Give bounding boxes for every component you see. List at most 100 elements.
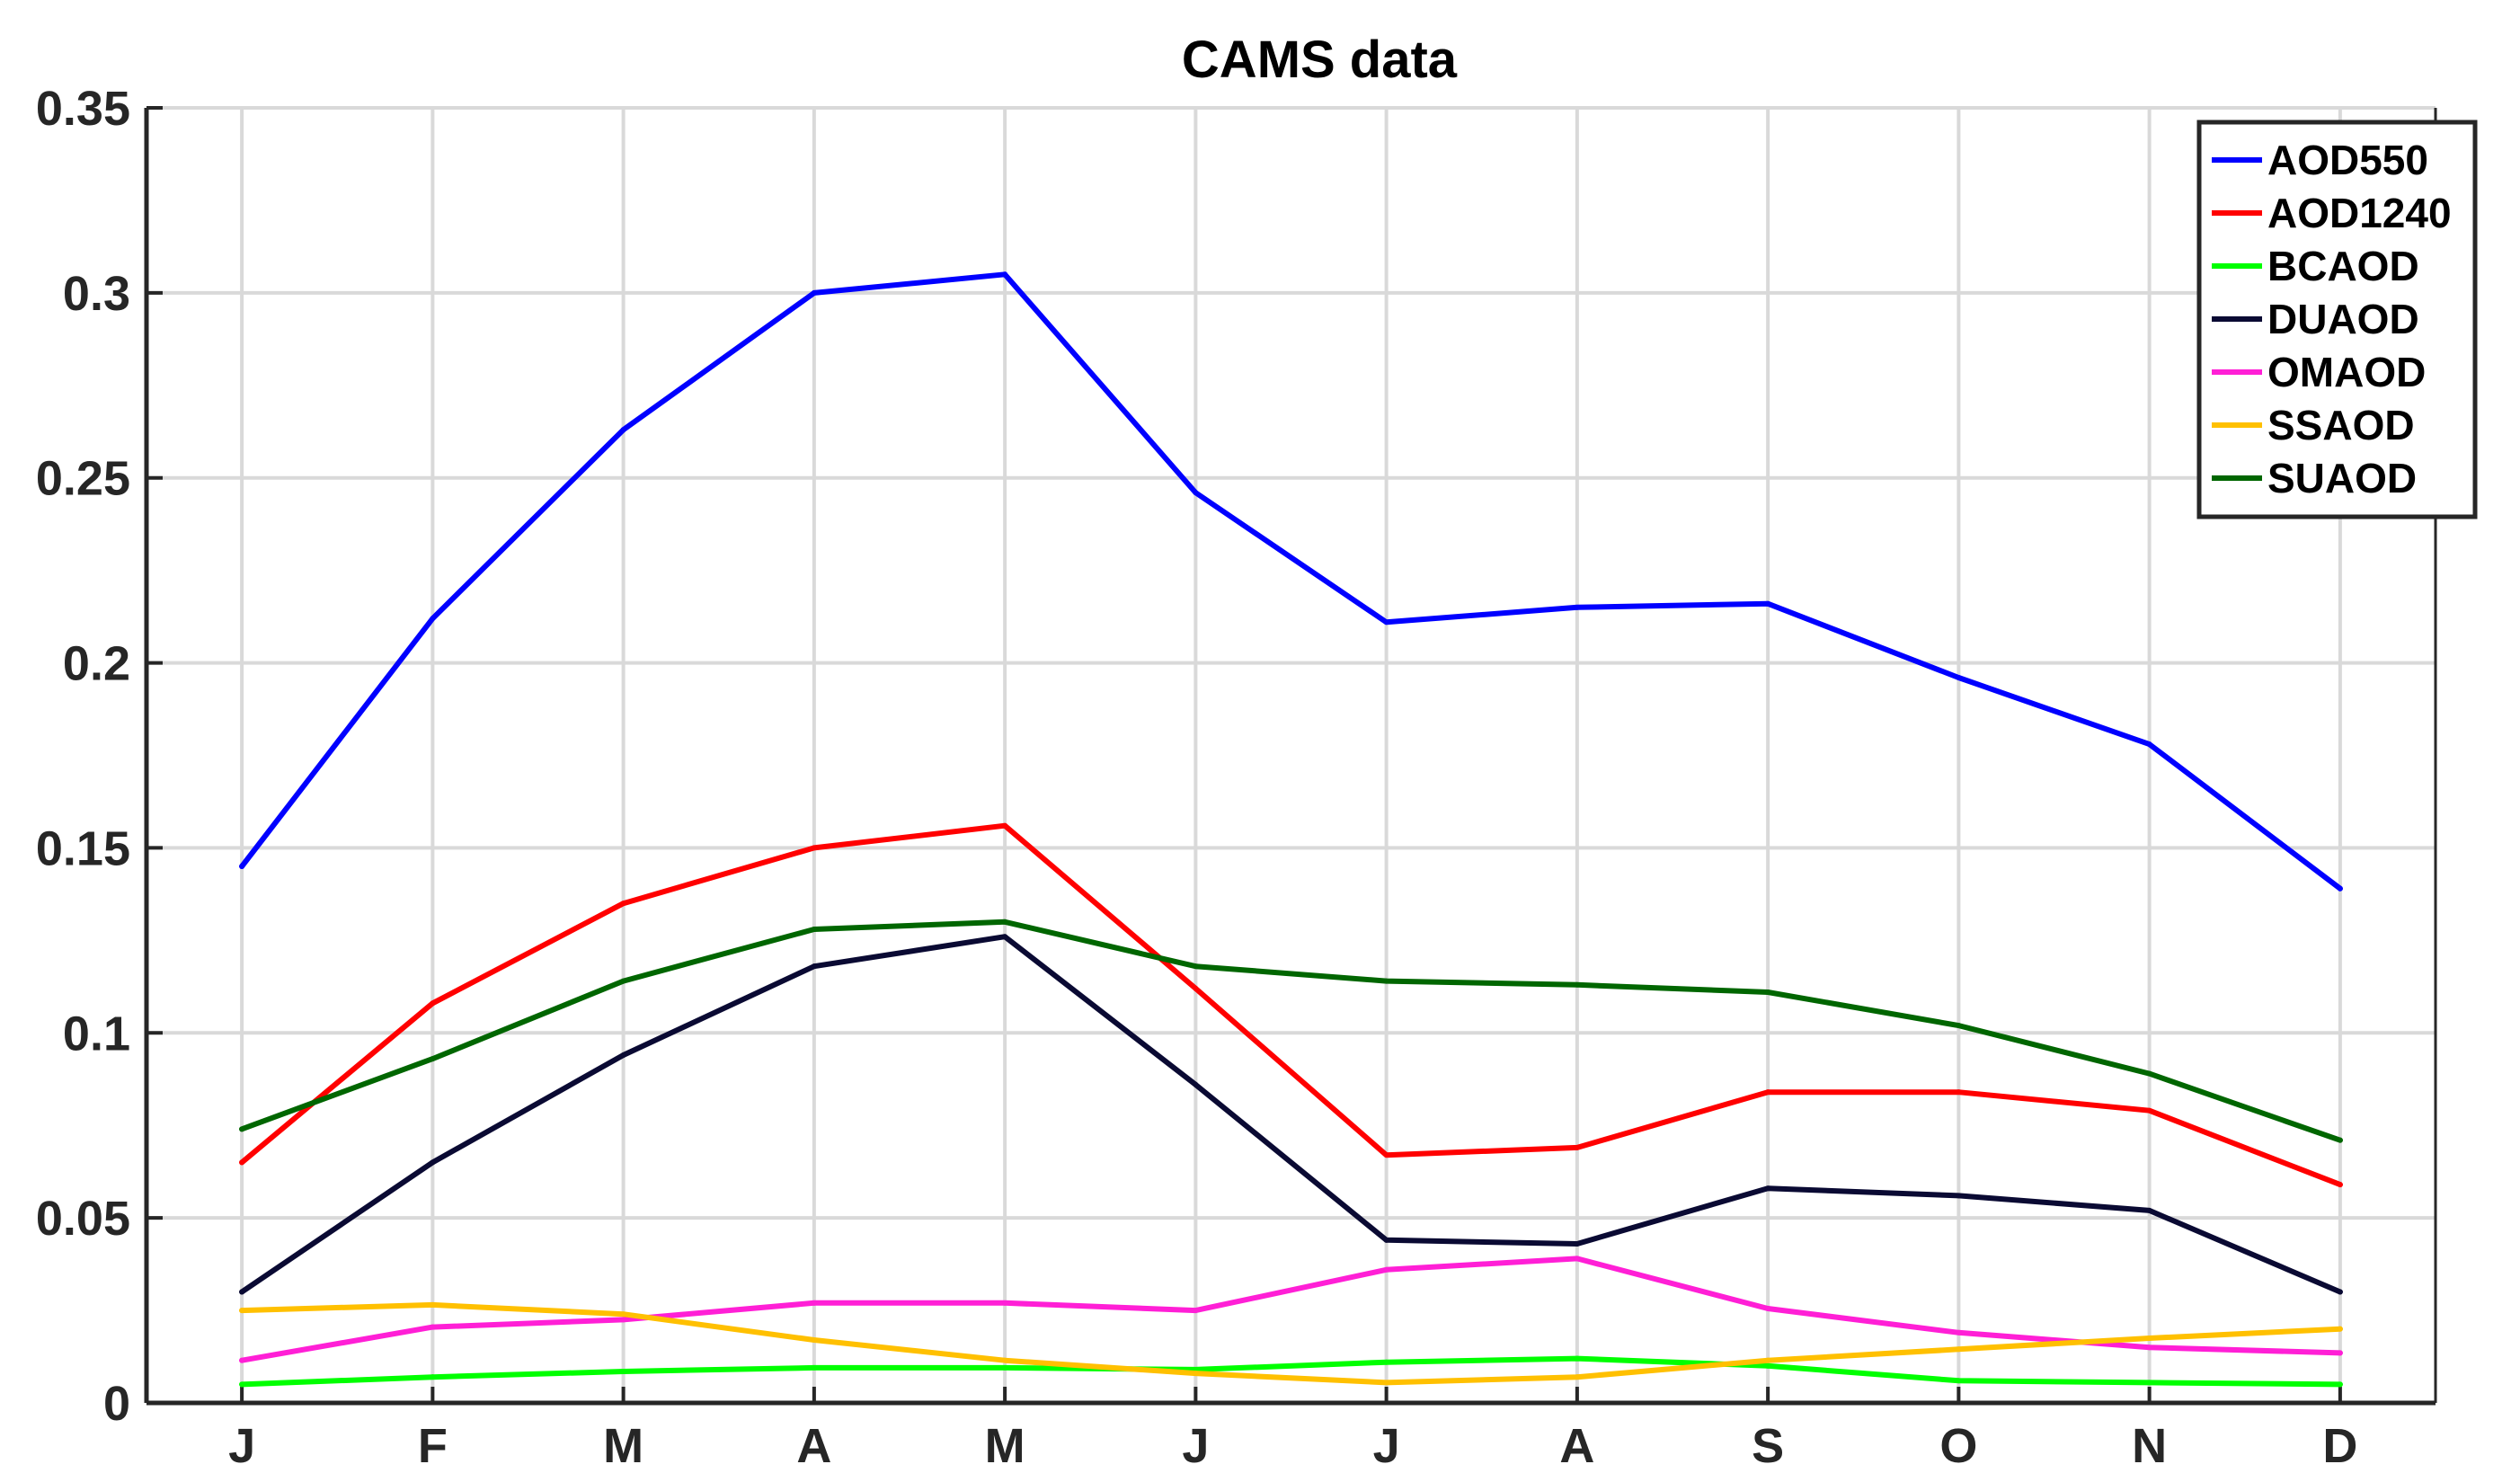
data-point-suaod bbox=[811, 927, 817, 933]
data-point-suaod bbox=[1956, 1023, 1962, 1029]
series-line-bcaod bbox=[239, 1355, 2343, 1388]
y-tick-label: 0.05 bbox=[36, 1192, 130, 1246]
y-tick-label: 0.15 bbox=[36, 821, 130, 875]
data-point-suaod bbox=[1765, 989, 1771, 995]
data-point-duaod bbox=[1956, 1193, 1962, 1199]
data-point-aod1240 bbox=[1193, 985, 1199, 991]
series-line-ssaod bbox=[239, 1301, 2343, 1386]
x-tick-label: J bbox=[228, 1419, 255, 1473]
data-point-suaod bbox=[1193, 963, 1199, 970]
x-tick-label: A bbox=[1559, 1419, 1594, 1473]
axes: 0 0.05 0.1 0.15 0.2 0.25 0.3 0.35 J F M A M J J A S O N D bbox=[36, 82, 2437, 1473]
data-point-bcaod bbox=[239, 1381, 245, 1388]
data-point-omaod bbox=[239, 1357, 245, 1363]
data-point-aod1240 bbox=[239, 1159, 245, 1166]
data-point-bcaod bbox=[2337, 1381, 2343, 1388]
data-point-duaod bbox=[620, 1052, 626, 1058]
x-tick-label: S bbox=[1752, 1419, 1784, 1473]
data-point-omaod bbox=[1193, 1308, 1199, 1314]
data-point-duaod bbox=[430, 1159, 436, 1166]
chart-title: CAMS data bbox=[1182, 31, 1458, 89]
data-point-suaod bbox=[1002, 918, 1008, 925]
data-point-omaod bbox=[811, 1300, 817, 1306]
data-point-bcaod bbox=[620, 1369, 626, 1375]
data-point-duaod bbox=[1574, 1240, 1580, 1247]
data-point-ssaod bbox=[2146, 1335, 2152, 1341]
data-point-suaod bbox=[2146, 1070, 2152, 1077]
x-tick-label: O bbox=[1939, 1419, 1977, 1473]
data-point-ssaod bbox=[430, 1301, 436, 1308]
x-tick-label: J bbox=[1182, 1419, 1209, 1473]
legend-label: SUAOD bbox=[2267, 455, 2417, 501]
data-point-suaod bbox=[239, 1126, 245, 1132]
x-tick-label: D bbox=[2322, 1419, 2357, 1473]
data-point-duaod bbox=[1383, 1237, 1389, 1243]
data-point-duaod bbox=[811, 963, 817, 970]
data-point-omaod bbox=[1002, 1300, 1008, 1306]
x-tick-label: N bbox=[2132, 1419, 2167, 1473]
data-point-duaod bbox=[1193, 1081, 1199, 1087]
data-point-aod1240 bbox=[1383, 1152, 1389, 1158]
data-point-ssaod bbox=[1956, 1346, 1962, 1353]
data-point-ssaod bbox=[811, 1337, 817, 1344]
data-point-aod550 bbox=[620, 427, 626, 433]
data-point-aod550 bbox=[1765, 600, 1771, 607]
series-line-aod1240 bbox=[239, 822, 2343, 1188]
x-tick-label: M bbox=[985, 1419, 1025, 1473]
data-point-aod550 bbox=[1002, 271, 1008, 278]
data-point-aod550 bbox=[2337, 885, 2343, 892]
data-point-aod1240 bbox=[1765, 1089, 1771, 1096]
data-point-omaod bbox=[2146, 1344, 2152, 1351]
data-point-aod550 bbox=[1956, 675, 1962, 681]
data-point-aod1240 bbox=[1956, 1089, 1962, 1096]
legend-label: BCAOD bbox=[2267, 243, 2419, 289]
data-point-duaod bbox=[2146, 1207, 2152, 1213]
y-tick-label: 0.25 bbox=[36, 452, 130, 506]
data-point-suaod bbox=[430, 1056, 436, 1062]
legend: AOD550 AOD1240 BCAOD DUAOD OMAOD SSAOD SUAOD bbox=[2196, 120, 2478, 519]
data-point-ssaod bbox=[620, 1311, 626, 1318]
series-lines bbox=[239, 271, 2343, 1388]
data-point-bcaod bbox=[1574, 1355, 1580, 1362]
data-point-omaod bbox=[430, 1324, 436, 1330]
legend-box bbox=[2196, 120, 2478, 519]
data-point-omaod bbox=[1574, 1256, 1580, 1262]
data-point-bcaod bbox=[1383, 1359, 1389, 1365]
y-tick-label: 0 bbox=[103, 1377, 130, 1431]
series-line-duaod bbox=[239, 934, 2343, 1295]
data-point-suaod bbox=[1383, 978, 1389, 984]
data-point-bcaod bbox=[2146, 1380, 2152, 1386]
data-point-aod550 bbox=[430, 616, 436, 622]
data-point-ssaod bbox=[1002, 1357, 1008, 1363]
legend-label: AOD550 bbox=[2267, 137, 2428, 183]
data-point-aod1240 bbox=[1002, 822, 1008, 829]
data-point-aod1240 bbox=[430, 1000, 436, 1007]
data-point-bcaod bbox=[811, 1364, 817, 1371]
x-tick-label: A bbox=[796, 1419, 831, 1473]
series-line-suaod bbox=[239, 918, 2343, 1143]
data-point-suaod bbox=[1574, 981, 1580, 988]
data-point-aod1240 bbox=[1574, 1144, 1580, 1150]
data-point-omaod bbox=[1956, 1329, 1962, 1336]
data-point-aod550 bbox=[1383, 619, 1389, 626]
data-point-aod550 bbox=[1193, 490, 1199, 496]
data-point-aod1240 bbox=[2146, 1107, 2152, 1114]
legend-label: OMAOD bbox=[2267, 349, 2426, 395]
data-point-aod1240 bbox=[620, 901, 626, 907]
data-point-duaod bbox=[239, 1289, 245, 1295]
data-point-aod550 bbox=[1574, 604, 1580, 610]
data-point-duaod bbox=[2337, 1289, 2343, 1295]
legend-label: DUAOD bbox=[2267, 296, 2419, 342]
data-point-suaod bbox=[2337, 1137, 2343, 1143]
data-point-omaod bbox=[620, 1317, 626, 1323]
y-tick-label: 0.35 bbox=[36, 82, 130, 136]
data-point-bcaod bbox=[1956, 1378, 1962, 1384]
data-point-bcaod bbox=[430, 1374, 436, 1380]
x-tick-label: F bbox=[418, 1419, 448, 1473]
data-point-ssaod bbox=[1574, 1374, 1580, 1380]
data-point-aod550 bbox=[2146, 741, 2152, 748]
x-tick-label: J bbox=[1373, 1419, 1400, 1473]
data-point-omaod bbox=[1383, 1266, 1389, 1273]
data-point-bcaod bbox=[1765, 1362, 1771, 1369]
